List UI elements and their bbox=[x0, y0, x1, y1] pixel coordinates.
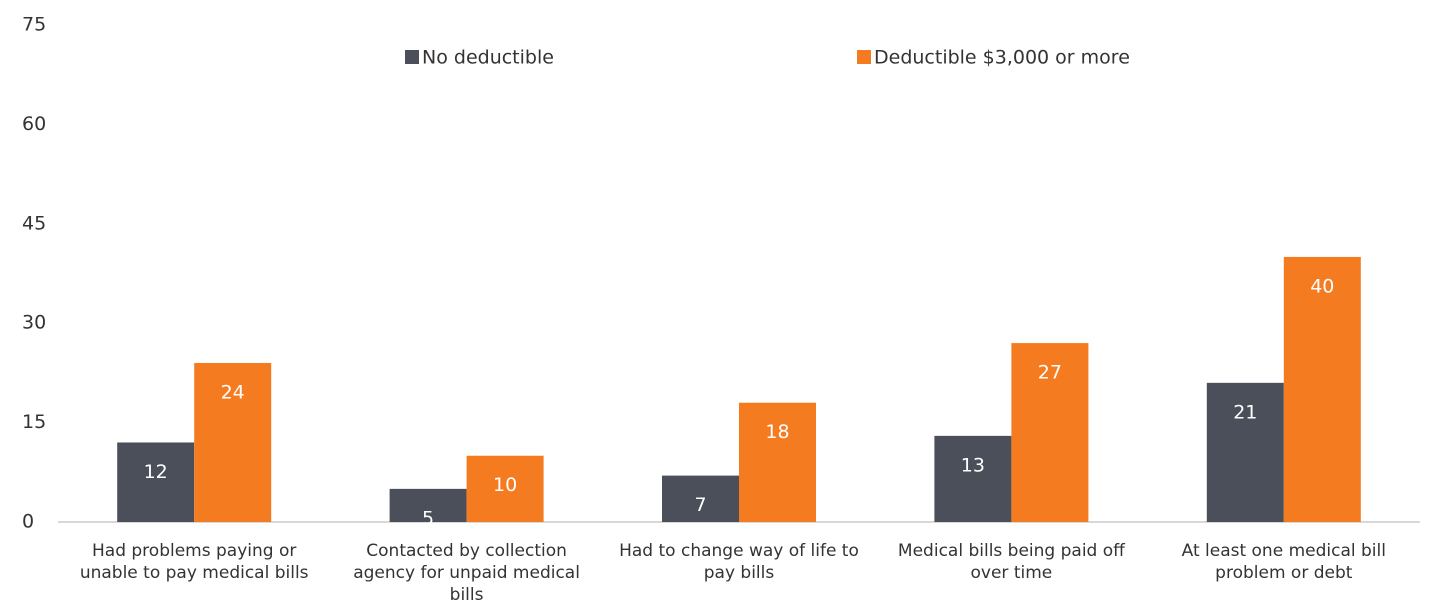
data-label: 10 bbox=[493, 474, 517, 496]
y-tick-label: 30 bbox=[22, 312, 46, 334]
y-tick-label: 60 bbox=[22, 113, 46, 135]
y-tick-label: 15 bbox=[22, 411, 46, 433]
y-tick-label: 75 bbox=[22, 14, 46, 36]
bar bbox=[934, 435, 1012, 522]
data-label: 7 bbox=[694, 494, 706, 516]
legend-swatch bbox=[857, 50, 871, 64]
data-label: 21 bbox=[1233, 401, 1257, 423]
data-label: 5 bbox=[422, 507, 434, 529]
x-tick-label-box: Had problems paying or unable to pay med… bbox=[79, 541, 309, 583]
legend-label: Deductible $3,000 or more bbox=[874, 47, 1130, 69]
data-label: 27 bbox=[1038, 362, 1062, 384]
bar bbox=[194, 362, 272, 522]
x-tick-label: Had to change way of life to pay bills bbox=[619, 541, 859, 583]
x-tick-label: Contacted by collection agency for unpai… bbox=[353, 541, 580, 605]
y-tick-label: 0 bbox=[22, 511, 34, 533]
data-label: 18 bbox=[765, 421, 789, 443]
data-label: 40 bbox=[1310, 275, 1334, 297]
bar bbox=[1011, 343, 1089, 522]
legend-swatch bbox=[405, 50, 419, 64]
bar bbox=[389, 488, 467, 522]
x-tick-label-box: Had to change way of life to pay bills bbox=[619, 541, 859, 583]
x-tick-label-box: At least one medical bill problem or deb… bbox=[1181, 541, 1386, 583]
data-label: 24 bbox=[221, 381, 245, 403]
x-tick-label: At least one medical bill problem or deb… bbox=[1181, 541, 1386, 583]
bar bbox=[662, 475, 739, 522]
x-tick-label-box: Medical bills being paid off over time bbox=[897, 541, 1125, 583]
x-tick-label: Medical bills being paid off over time bbox=[897, 541, 1125, 583]
bar bbox=[466, 455, 544, 522]
data-label: 12 bbox=[144, 461, 168, 483]
y-tick-label: 45 bbox=[22, 212, 46, 234]
bar bbox=[1206, 382, 1284, 522]
bar bbox=[1283, 256, 1361, 522]
x-tick-label-box: Contacted by collection agency for unpai… bbox=[353, 541, 580, 605]
data-label: 13 bbox=[961, 454, 985, 476]
bar bbox=[117, 442, 195, 522]
legend-label: No deductible bbox=[422, 47, 554, 69]
x-tick-label: Had problems paying or unable to pay med… bbox=[79, 541, 309, 583]
bar bbox=[739, 402, 816, 522]
